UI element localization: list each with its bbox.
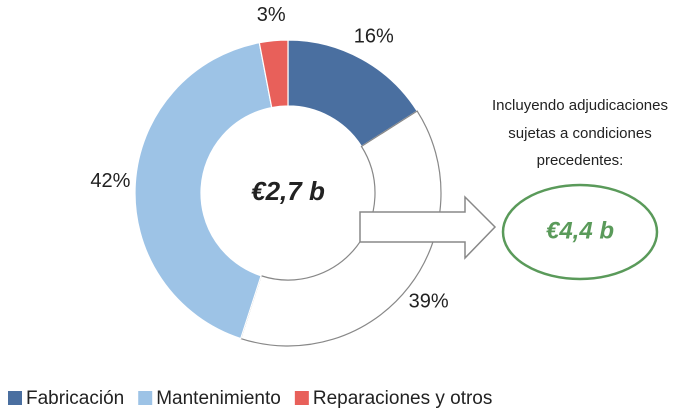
donut-segment (134, 42, 273, 340)
data-label: 39% (409, 290, 449, 312)
legend-label: Reparaciones y otros (313, 388, 493, 409)
legend-label: Mantenimiento (156, 388, 281, 409)
annotation: Incluyendo adjudicaciones (492, 97, 668, 114)
highlight-ellipse (501, 183, 659, 281)
center-label: €2,7 b (251, 176, 325, 206)
data-label: 16% (354, 25, 394, 47)
arrow (359, 195, 497, 260)
data-label: 3% (257, 4, 286, 26)
legend-swatch (138, 391, 153, 405)
annotation: sujetas a condiciones (508, 125, 651, 142)
legend-label: Fabricación (26, 388, 124, 409)
donut-segment (258, 39, 289, 109)
annotation: precedentes: (537, 152, 624, 169)
legend-swatch (8, 391, 22, 405)
data-label: 42% (90, 170, 130, 192)
annotation-value: €4,4 b (546, 217, 614, 244)
legend-swatch (294, 391, 309, 405)
